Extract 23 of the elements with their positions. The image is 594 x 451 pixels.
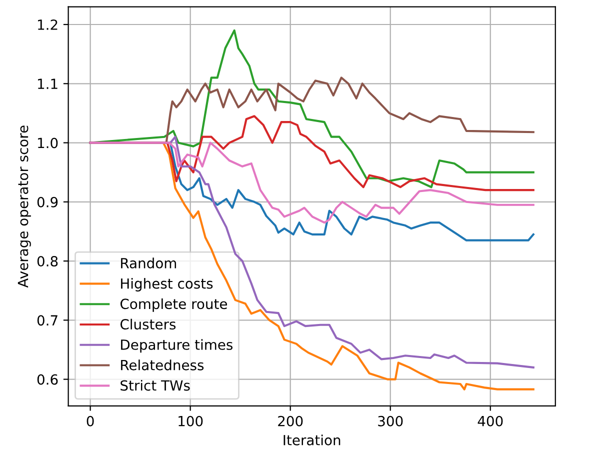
y-tick-label: 1.0	[38, 138, 58, 148]
legend-label: Relatedness	[121, 360, 204, 370]
y-tick-label: 0.8	[37, 256, 58, 267]
y-tick-label: 0.9	[37, 196, 58, 208]
line-series	[89, 29, 534, 188]
x-tick-label: 0	[86, 416, 94, 426]
legend-label: Strict TWs	[120, 380, 190, 391]
legend-label: Clusters	[120, 318, 176, 330]
y-tick-label: 1.2	[38, 19, 58, 30]
legend-label: Highest costs	[121, 278, 213, 292]
y-tick-label: 0.7	[37, 315, 58, 326]
legend-label: Random	[121, 258, 176, 268]
y-axis-title: Average operator score	[18, 126, 31, 288]
x-tick-label: 200	[278, 416, 303, 426]
x-tick-label: 400	[478, 416, 503, 426]
x-tick-label: 300	[378, 416, 403, 426]
x-axis-title: Iteration	[284, 434, 340, 446]
legend-label: Departure times	[121, 339, 233, 353]
y-tick-label: 0.6	[37, 374, 58, 385]
x-tick-label: 100	[178, 416, 203, 426]
legend-label: Complete route	[120, 298, 227, 312]
y-tick-label: 1.1	[38, 78, 58, 89]
line-series	[89, 142, 534, 224]
